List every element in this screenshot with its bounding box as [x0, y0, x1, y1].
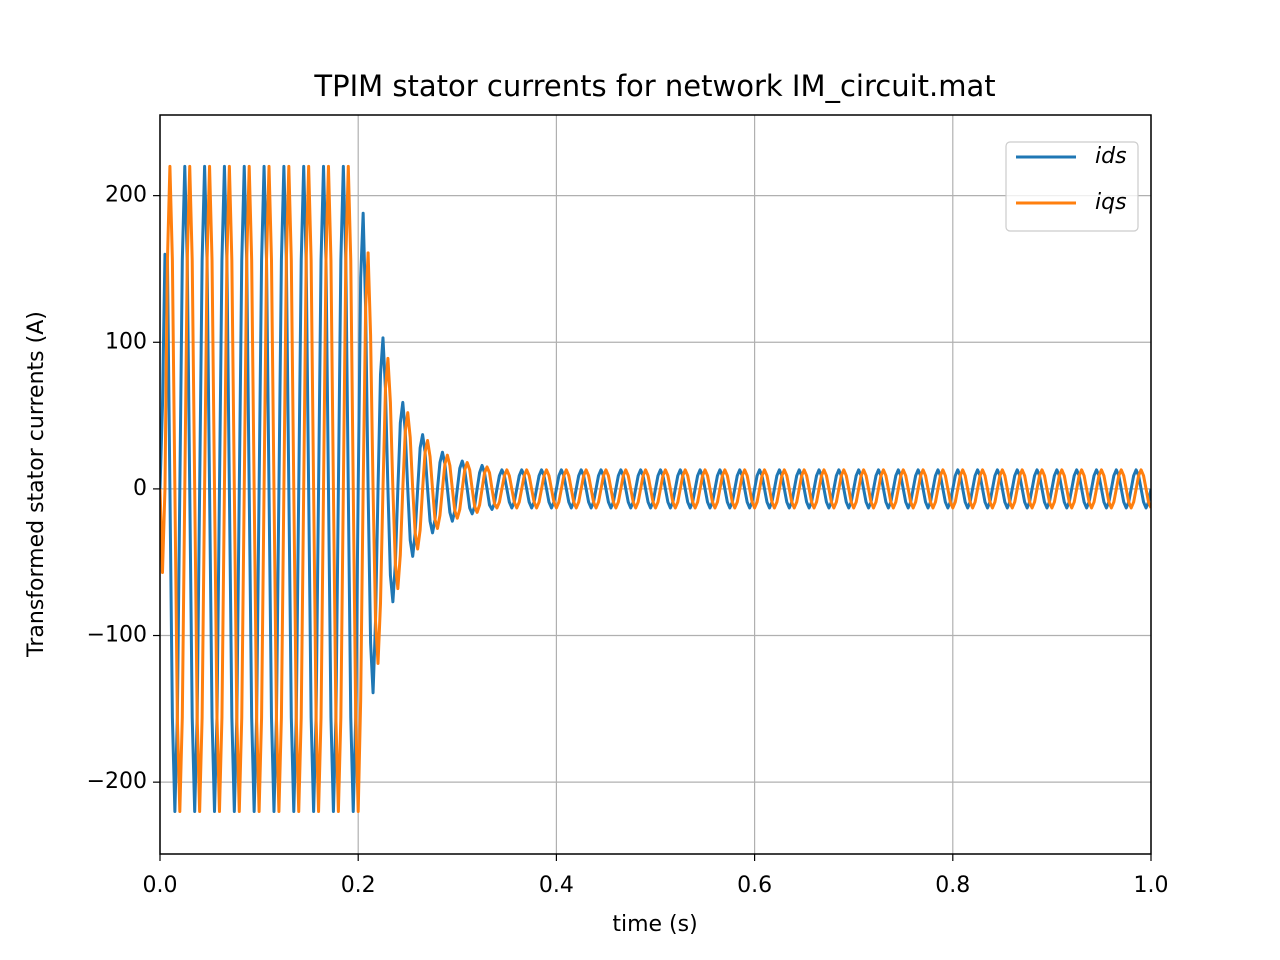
legend-box — [1005, 141, 1139, 232]
y-tick-label: 0 — [133, 476, 147, 501]
y-tick-label: 100 — [105, 329, 147, 354]
x-axis-label: time (s) — [612, 912, 697, 937]
x-tick-label: 0.4 — [539, 873, 574, 898]
plot-area — [160, 164, 1151, 813]
x-tick-label: 0.8 — [935, 873, 970, 898]
y-tick-label: −200 — [87, 769, 147, 794]
x-tick-label: 0.6 — [737, 873, 772, 898]
series-line — [160, 164, 1151, 813]
legend-label: iqs — [1095, 190, 1127, 215]
x-tick-label: 0.0 — [143, 873, 178, 898]
chart-title: TPIM stator currents for network IM_circ… — [313, 69, 995, 103]
axes: 0.0 0.2 0.4 0.6 0.8 1.0 −200 −100 0 100 200 — [87, 183, 1169, 898]
x-tick-label: 0.2 — [341, 873, 376, 898]
legend-label: ids — [1095, 144, 1127, 169]
legend: ids iqs — [1005, 141, 1139, 232]
y-axis-label: Transformed stator currents (A) — [24, 311, 49, 658]
x-tick-label: 1.0 — [1134, 873, 1169, 898]
y-tick-label: −100 — [87, 623, 147, 648]
series-line — [160, 164, 1151, 813]
y-tick-label: 200 — [105, 183, 147, 208]
axes-frame — [159, 114, 1152, 855]
